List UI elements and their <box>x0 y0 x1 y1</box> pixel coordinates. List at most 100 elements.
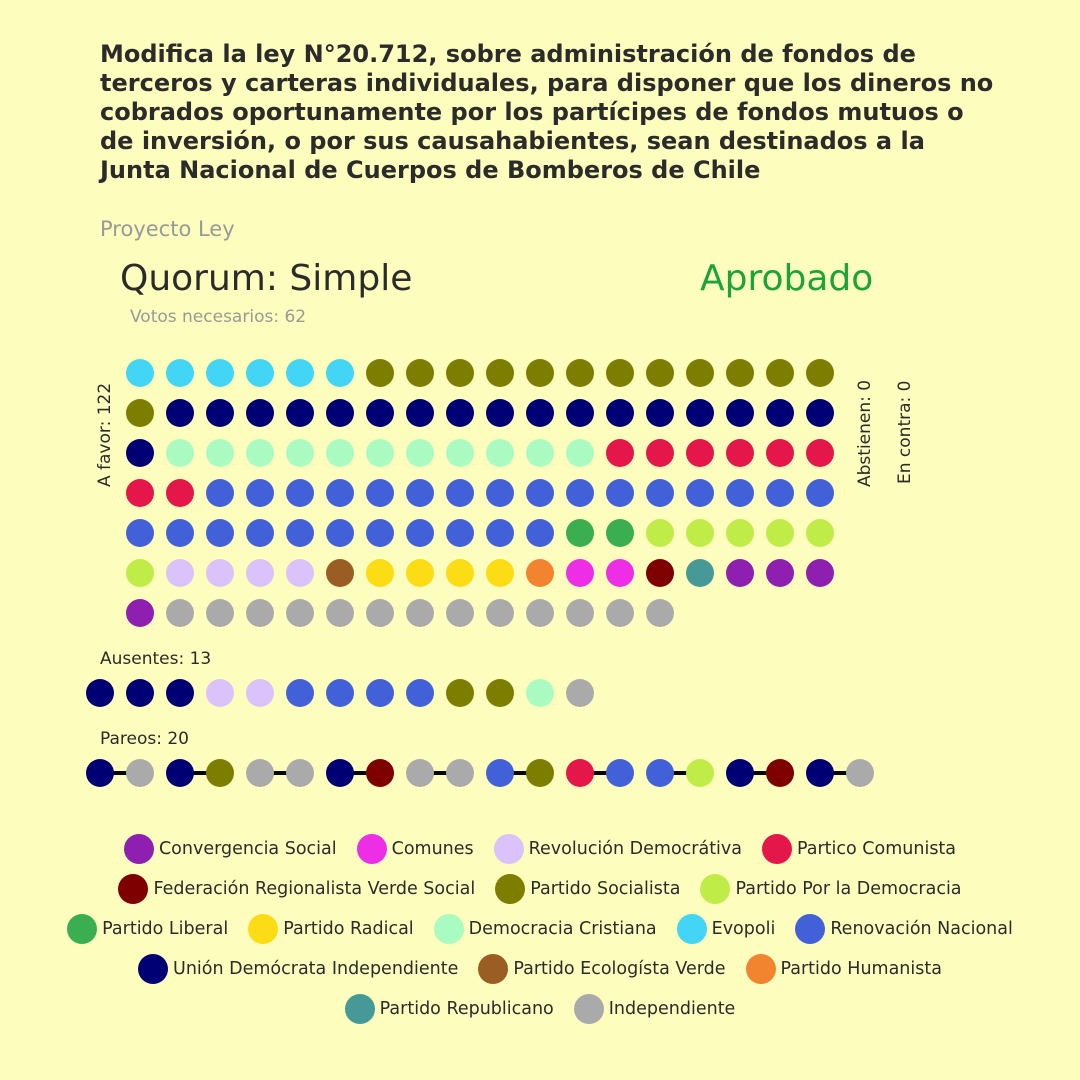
legend-row: Partido Republicano Independiente <box>344 994 735 1024</box>
favor-seat-dot <box>486 439 514 467</box>
legend-swatch <box>745 954 776 984</box>
favor-seat-dot <box>206 599 234 627</box>
legend-item: Democracia Cristiana <box>433 914 657 944</box>
favor-seat-dot <box>646 359 674 387</box>
favor-seat-dot <box>526 519 554 547</box>
pair-seat-dot <box>126 759 154 787</box>
favor-seat-dot <box>726 519 754 547</box>
favor-seat-dot <box>446 559 474 587</box>
favor-seat-dot <box>686 559 714 587</box>
result-label: Aprobado <box>700 258 874 299</box>
absent-seat-dot <box>566 679 594 707</box>
favor-seat-dot <box>326 599 354 627</box>
favor-seat-dot <box>486 599 514 627</box>
favor-seat-dot <box>446 599 474 627</box>
legend-label: Partido Radical <box>283 919 414 939</box>
legend-swatch <box>676 914 707 944</box>
favor-seat-dot <box>646 439 674 467</box>
favor-seat-dot <box>246 599 274 627</box>
favor-seat-dot <box>446 399 474 427</box>
pair-seat-dot <box>86 759 114 787</box>
favor-seat-dot <box>326 559 354 587</box>
absent-count-label: Ausentes: 13 <box>100 649 212 669</box>
favor-seat-dot <box>326 519 354 547</box>
favor-seat-dot <box>446 439 474 467</box>
favor-seat-dot <box>806 519 834 547</box>
favor-seat-dot <box>526 559 554 587</box>
favor-seat-dot <box>646 399 674 427</box>
legend-item: Evopoli <box>676 914 775 944</box>
favor-seat-dot <box>326 399 354 427</box>
legend-swatch <box>138 954 169 984</box>
favor-seat-dot <box>246 559 274 587</box>
favor-seat-dot <box>286 599 314 627</box>
absent-seat-dot <box>326 679 354 707</box>
legend-swatch <box>573 994 604 1024</box>
favor-seat-dot <box>486 559 514 587</box>
votes-needed-label: Votos necesarios: 62 <box>130 307 307 327</box>
pair-seat-dot <box>166 759 194 787</box>
legend-row: Federación Regionalista Verde Social Part… <box>118 874 962 904</box>
legend-swatch <box>118 874 149 904</box>
legend-label: Partido Ecologísta Verde <box>513 959 726 979</box>
favor-seat-dot <box>566 399 594 427</box>
favor-seat-dot <box>526 479 554 507</box>
legend-swatch <box>433 914 464 944</box>
favor-seat-dot <box>726 439 754 467</box>
pair-seat-dot <box>206 759 234 787</box>
favor-seat-dot <box>126 479 154 507</box>
legend-label: Partico Comunista <box>797 839 957 859</box>
favor-seat-dot <box>406 399 434 427</box>
favor-seat-dot <box>566 559 594 587</box>
favor-seat-dot <box>406 359 434 387</box>
legend-label: Partido Por la Democracia <box>735 879 962 899</box>
absent-seat-dot <box>486 679 514 707</box>
absent-seat-dot <box>206 679 234 707</box>
seat-dot-chart <box>86 359 874 787</box>
favor-seat-dot <box>166 359 194 387</box>
favor-seat-dot <box>286 439 314 467</box>
legend-row: Partido Liberal Partido Radical Democracia… <box>67 914 1013 944</box>
favor-seat-dot <box>206 399 234 427</box>
favor-seat-dot <box>166 559 194 587</box>
favor-seat-dot <box>806 359 834 387</box>
favor-seat-dot <box>806 479 834 507</box>
favor-seat-dot <box>766 479 794 507</box>
legend-swatch <box>123 834 154 864</box>
favor-seat-dot <box>446 519 474 547</box>
legend-label: Comunes <box>391 839 474 859</box>
absent-seat-dot <box>446 679 474 707</box>
legend-label: Convergencia Social <box>158 839 337 859</box>
legend-item: Partico Comunista <box>762 834 956 864</box>
favor-seat-dot <box>486 519 514 547</box>
favor-seat-dot <box>686 359 714 387</box>
favor-seat-dot <box>326 439 354 467</box>
favor-seat-dot <box>766 439 794 467</box>
favor-seat-dot <box>606 479 634 507</box>
favor-seat-dot <box>126 599 154 627</box>
pair-seat-dot <box>526 759 554 787</box>
legend-swatch <box>356 834 387 864</box>
legend-label: Partido Republicano <box>379 999 554 1019</box>
favor-seat-dot <box>526 439 554 467</box>
pair-seat-dot <box>286 759 314 787</box>
favor-seat-dot <box>326 359 354 387</box>
legend-item: Partido Radical <box>248 914 414 944</box>
legend-item: Revolución Democrátiva <box>493 834 742 864</box>
quorum-label: Quorum: Simple <box>120 258 413 299</box>
favor-seat-dot <box>286 559 314 587</box>
favor-seat-dot <box>526 599 554 627</box>
favor-seat-dot <box>406 519 434 547</box>
legend-swatch <box>478 954 509 984</box>
favor-seat-dot <box>366 559 394 587</box>
legend-label: Unión Demócrata Independiente <box>173 959 459 979</box>
favor-seat-dot <box>526 399 554 427</box>
favor-seat-dot <box>606 399 634 427</box>
legend-row: Convergencia Social Comunes Revolución Dem… <box>123 834 956 864</box>
favor-seat-dot <box>526 359 554 387</box>
favor-seat-dot <box>686 519 714 547</box>
legend-item: Partido Por la Democracia <box>700 874 962 904</box>
favor-seat-dot <box>366 479 394 507</box>
pair-seat-dot <box>246 759 274 787</box>
favor-seat-dot <box>326 479 354 507</box>
